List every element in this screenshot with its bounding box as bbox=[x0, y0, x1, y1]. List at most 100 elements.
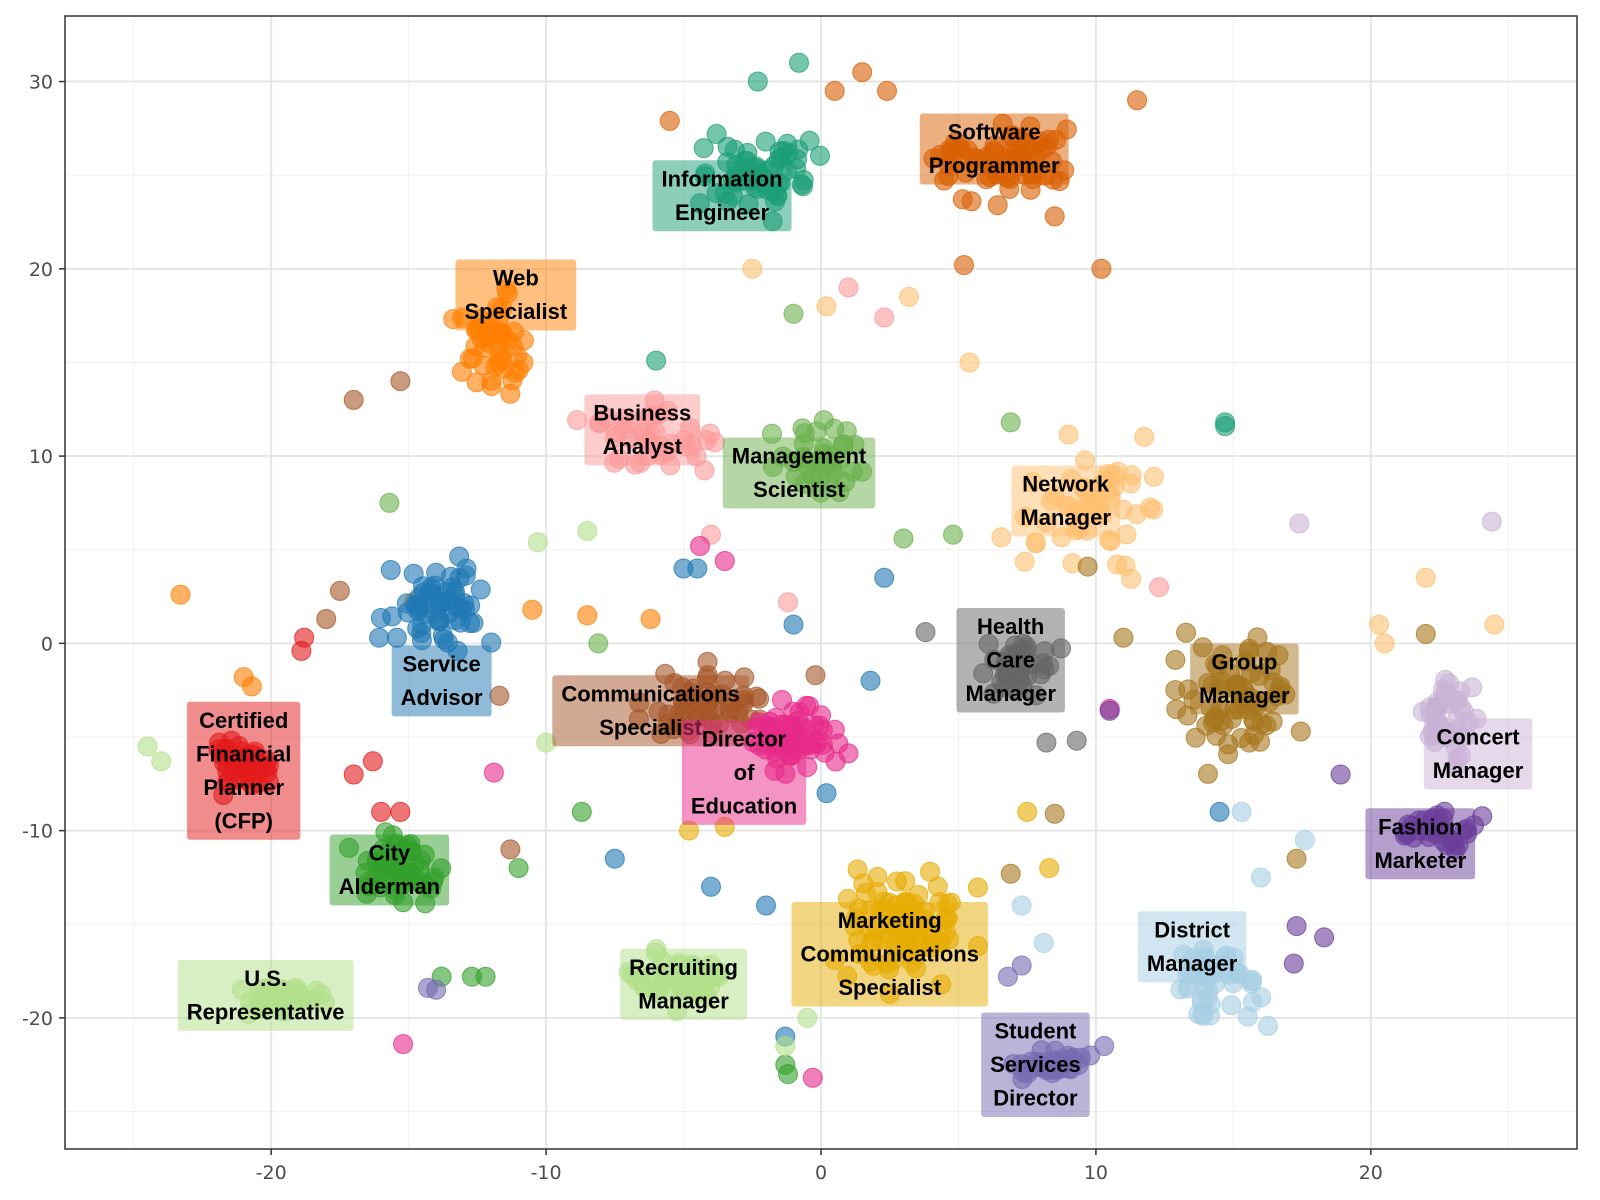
data-point bbox=[1140, 497, 1160, 518]
cluster-label-line: of bbox=[734, 760, 755, 785]
cluster-label-line: Manager bbox=[1199, 683, 1290, 708]
data-point bbox=[527, 532, 548, 553]
data-point bbox=[997, 966, 1018, 987]
y-tick-label: -10 bbox=[22, 821, 53, 843]
data-point bbox=[746, 686, 767, 707]
cluster-label-line: Specialist bbox=[838, 975, 941, 1000]
data-point bbox=[1290, 721, 1311, 742]
data-point bbox=[137, 736, 158, 757]
data-point bbox=[522, 599, 543, 620]
cluster-label-box bbox=[177, 959, 354, 1031]
data-point bbox=[747, 71, 768, 92]
cluster-label-line: Communications bbox=[561, 681, 739, 706]
data-point bbox=[362, 751, 383, 772]
data-point bbox=[791, 174, 812, 195]
x-tick-label: 0 bbox=[815, 1162, 827, 1184]
data-point bbox=[588, 633, 609, 654]
cluster-label-line: Communications bbox=[800, 942, 978, 967]
data-point bbox=[1237, 1006, 1258, 1027]
data-point bbox=[460, 595, 481, 616]
data-point bbox=[371, 801, 392, 822]
data-point bbox=[1143, 466, 1164, 487]
cluster-label-line: (CFP) bbox=[214, 808, 273, 833]
data-point bbox=[812, 720, 833, 741]
data-point bbox=[967, 877, 988, 898]
cluster-label: District Manager bbox=[1137, 911, 1247, 983]
data-point bbox=[742, 258, 763, 279]
cluster-label-line: Director bbox=[702, 726, 787, 751]
data-point bbox=[380, 560, 401, 580]
cluster-label-box bbox=[956, 607, 1065, 713]
data-point bbox=[343, 764, 364, 785]
data-point bbox=[659, 110, 680, 131]
cluster-label-box bbox=[652, 160, 792, 232]
data-point bbox=[755, 131, 776, 152]
data-point bbox=[489, 346, 510, 367]
cluster-label: Certified Financial Planner (CFP) bbox=[187, 701, 301, 840]
cluster-label-box bbox=[1365, 808, 1476, 880]
cluster-label-line: Group bbox=[1211, 650, 1277, 675]
data-point bbox=[1011, 895, 1032, 916]
x-tick-label: 10 bbox=[1084, 1162, 1108, 1184]
data-point bbox=[877, 80, 897, 101]
data-point bbox=[810, 145, 830, 166]
data-point bbox=[1257, 1015, 1278, 1036]
data-point bbox=[987, 195, 1008, 216]
cluster-label-line: Software bbox=[948, 120, 1041, 145]
data-point bbox=[1099, 700, 1120, 721]
x-axis-ticks: -20 -10 0 10 20 bbox=[256, 1149, 1383, 1184]
data-point bbox=[816, 296, 837, 317]
cluster-labels: Software Programmer Information Engineer Web… bbox=[177, 113, 1533, 1117]
data-point bbox=[426, 979, 447, 1000]
data-point bbox=[853, 873, 874, 894]
data-point bbox=[874, 567, 895, 588]
data-point bbox=[1077, 556, 1098, 577]
data-point bbox=[1113, 627, 1134, 648]
data-point bbox=[1000, 863, 1021, 884]
cluster-label-line: Manager bbox=[1020, 505, 1111, 530]
data-point bbox=[577, 521, 598, 541]
data-point bbox=[778, 1064, 798, 1085]
data-point bbox=[852, 62, 873, 83]
x-tick-label: -20 bbox=[256, 1162, 287, 1184]
data-point bbox=[915, 622, 936, 643]
data-point bbox=[1221, 995, 1242, 1016]
cluster-label-box bbox=[1137, 911, 1247, 983]
y-tick-label: 20 bbox=[29, 259, 53, 281]
data-point bbox=[1134, 426, 1155, 447]
cluster-label-box bbox=[584, 394, 701, 466]
cluster-label-line: Specialist bbox=[464, 299, 567, 324]
data-point bbox=[503, 336, 523, 357]
data-point bbox=[1218, 734, 1239, 755]
cluster-label: Health Care Manager bbox=[956, 607, 1065, 713]
cluster-label: City Alderman bbox=[329, 834, 450, 906]
data-point bbox=[1066, 730, 1087, 751]
data-point bbox=[1094, 1036, 1115, 1056]
cluster-label: Business Analyst bbox=[584, 394, 701, 466]
data-point bbox=[714, 551, 735, 571]
data-point bbox=[316, 609, 337, 629]
data-point bbox=[899, 286, 919, 307]
data-point bbox=[1231, 801, 1252, 822]
cluster-label-line: Programmer bbox=[929, 153, 1060, 178]
x-tick-label: -10 bbox=[531, 1162, 562, 1184]
data-point bbox=[805, 665, 826, 686]
cluster-label: Information Engineer bbox=[652, 160, 792, 232]
data-point bbox=[824, 80, 845, 101]
data-point bbox=[1033, 933, 1054, 953]
cluster-label-box bbox=[722, 437, 876, 509]
cluster-label-line: Concert bbox=[1436, 724, 1520, 749]
data-point bbox=[1036, 732, 1057, 753]
data-point bbox=[1127, 90, 1148, 111]
cluster-label: Director of Education bbox=[681, 720, 807, 825]
data-point bbox=[455, 565, 476, 586]
cluster-label-line: Care bbox=[986, 648, 1035, 673]
y-tick-label: 30 bbox=[29, 72, 53, 94]
cluster-label-line: Certified bbox=[199, 708, 288, 733]
data-point bbox=[1193, 1005, 1213, 1026]
cluster-label-line: Manager bbox=[1147, 951, 1238, 976]
cluster-label-box bbox=[919, 113, 1069, 185]
data-point bbox=[449, 546, 470, 567]
data-point bbox=[673, 558, 694, 579]
data-point bbox=[379, 492, 400, 513]
